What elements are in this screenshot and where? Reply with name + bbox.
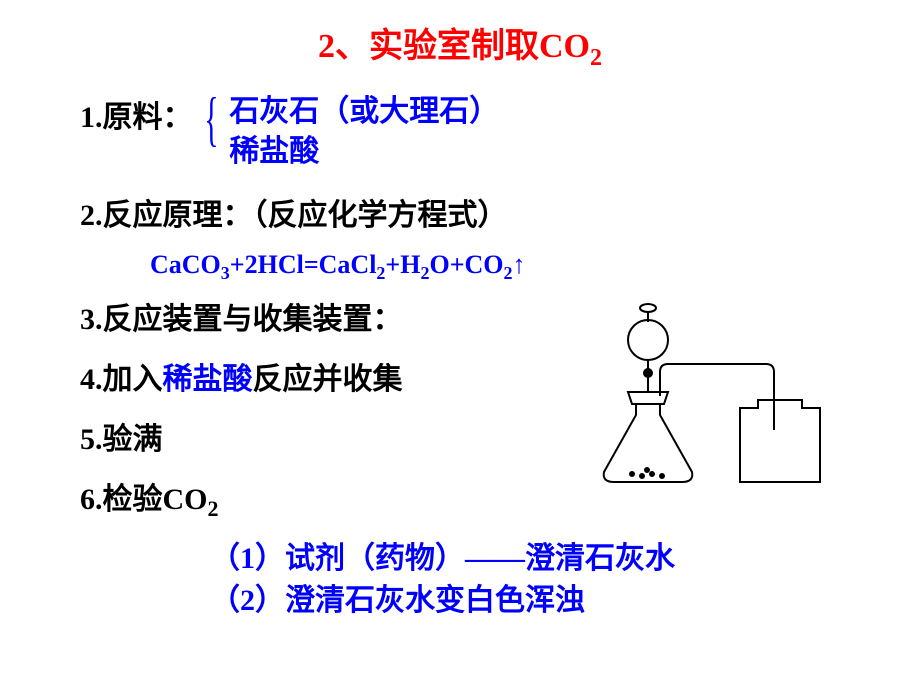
material-2: 稀盐酸 xyxy=(229,132,499,172)
chemical-equation: CaCO3+2HCl=CaCl2+H2O+CO2↑ xyxy=(150,250,920,284)
item6-a: 6.检验CO xyxy=(80,483,208,516)
materials-list: 石灰石（或大理石） 稀盐酸 xyxy=(229,92,499,172)
sub-items: （1）试剂（药物）——澄清石灰水 （2）澄清石灰水变白色浑浊 xyxy=(210,538,920,622)
eq-p2: +2HCl=CaCl xyxy=(230,250,377,279)
item4-c: 反应并收集 xyxy=(253,363,403,396)
item1-label: 1.原料： xyxy=(80,92,193,136)
eq-p3: +H xyxy=(385,250,420,279)
slide-title: 2、实验室制取CO2 xyxy=(0,0,920,72)
eq-p1: CaCO xyxy=(150,250,221,279)
title-sub: 2 xyxy=(590,45,602,71)
eq-p5: ↑ xyxy=(513,250,526,279)
title-text: 2、实验室制取CO xyxy=(318,28,590,65)
item4-b: 稀盐酸 xyxy=(163,363,253,396)
apparatus-diagram xyxy=(570,300,850,490)
material-1: 石灰石（或大理石） xyxy=(229,92,499,132)
sub-item-2: （2）澄清石灰水变白色浑浊 xyxy=(210,580,920,622)
item-1: 1.原料： { 石灰石（或大理石） 稀盐酸 xyxy=(80,92,920,172)
item-2: 2.反应原理：（反应化学方程式） xyxy=(80,190,920,234)
item6-sub: 2 xyxy=(208,496,219,521)
eq-s1: 3 xyxy=(221,263,230,283)
eq-p4: O+CO xyxy=(429,250,503,279)
eq-s4: 2 xyxy=(504,263,513,283)
brace-icon: { xyxy=(204,84,218,154)
sub-item-1: （1）试剂（药物）——澄清石灰水 xyxy=(210,538,920,580)
item4-a: 4.加入 xyxy=(80,363,163,396)
